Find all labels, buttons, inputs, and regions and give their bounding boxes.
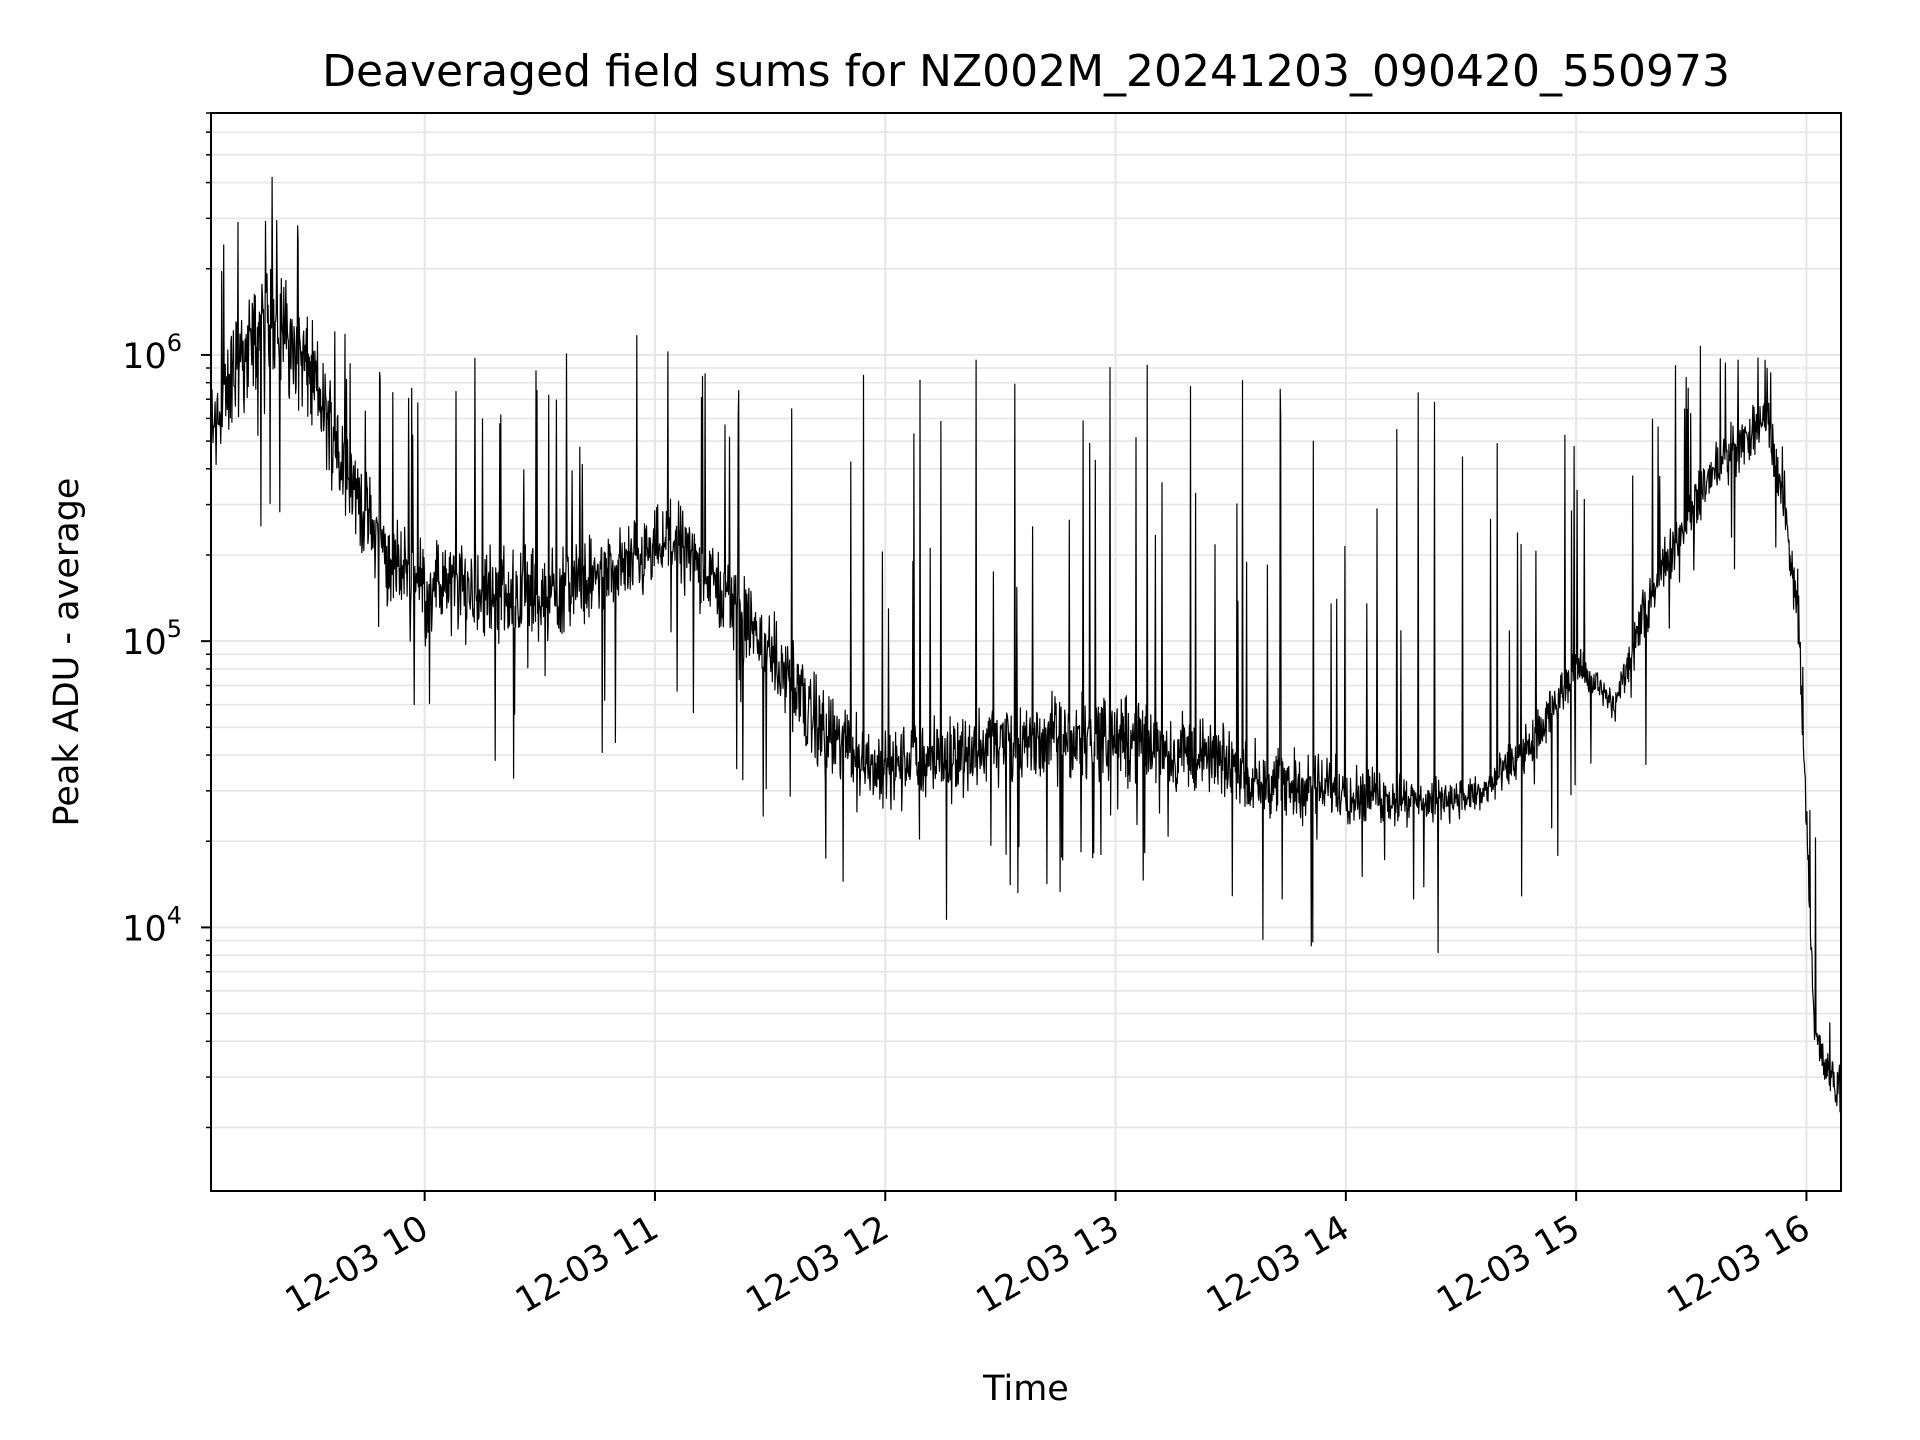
y-tick-label: 106: [122, 329, 182, 377]
x-tick-label: 12-03 11: [509, 1208, 665, 1321]
x-axis: 12-03 10 12-03 11 12-03 12 12-03 13 12-03 14…: [279, 1191, 1817, 1321]
x-tick-label: 12-03 12: [739, 1208, 895, 1321]
y-tick-label: 105: [122, 615, 182, 663]
x-tick-label: 12-03 15: [1430, 1208, 1586, 1321]
grid: [211, 112, 1841, 1191]
x-tick-label: 12-03 10: [279, 1208, 435, 1321]
series-line: [210, 176, 1842, 1113]
x-tick-label: 12-03 13: [970, 1208, 1126, 1321]
y-axis: 104 105 106: [122, 112, 211, 1129]
y-tick-label: 104: [122, 901, 182, 949]
data-line: [210, 176, 1842, 1113]
y-axis-label: Peak ADU - average: [47, 478, 87, 827]
chart-title: Deaveraged field sums for NZ002M_2024120…: [322, 46, 1730, 97]
x-axis-label: Time: [982, 1369, 1069, 1409]
x-tick-label: 12-03 14: [1200, 1208, 1356, 1321]
x-tick-label: 12-03 16: [1661, 1208, 1817, 1321]
plot-frame: [210, 112, 1842, 1192]
